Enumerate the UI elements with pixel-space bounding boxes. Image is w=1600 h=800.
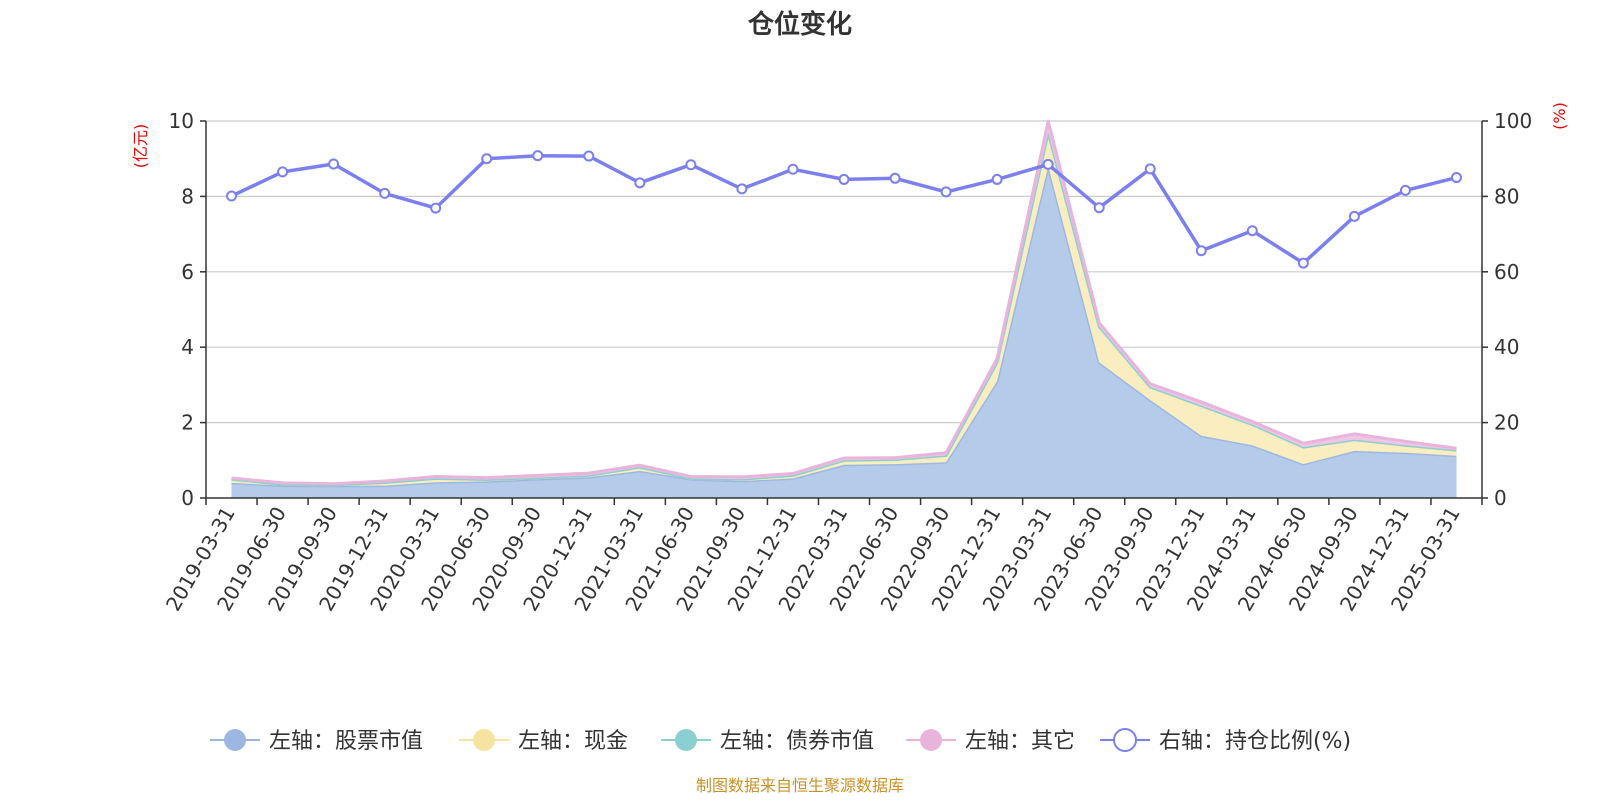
ratio-point <box>379 187 391 199</box>
data-source-note: 制图数据来自恒生聚源数据库 <box>696 776 904 795</box>
left-axis-tick-label: 0 <box>181 486 194 510</box>
ratio-point <box>787 163 799 175</box>
ratio-point <box>1348 210 1360 222</box>
right-axis-tick-label: 40 <box>1494 335 1519 359</box>
ratio-point <box>991 173 1003 185</box>
ratio-point <box>481 153 493 165</box>
legend-label: 右轴：持仓比例(%) <box>1159 729 1351 754</box>
legend-item-4[interactable]: 右轴：持仓比例(%) <box>1100 728 1351 754</box>
legend-marker-icon <box>224 729 246 751</box>
legend-item-0[interactable]: 左轴：股票市值 <box>210 729 423 754</box>
legend-label: 左轴：现金 <box>518 729 628 754</box>
legend-item-2[interactable]: 左轴：债券市值 <box>661 729 874 754</box>
area-fill-1 <box>231 132 1457 486</box>
ratio-point <box>328 158 340 170</box>
right-axis-unit: (%) <box>1550 102 1569 130</box>
right-axis-tick-label: 60 <box>1494 260 1519 284</box>
area-edge-3 <box>231 119 1457 486</box>
legend-item-3[interactable]: 左轴：其它 <box>906 729 1075 754</box>
ratio-point <box>685 159 697 171</box>
right-axis-tick-label: 0 <box>1494 486 1507 510</box>
ratio-point <box>1144 163 1156 175</box>
ratio-point <box>889 172 901 184</box>
chart-title: 仓位变化 <box>747 9 852 40</box>
ratio-line <box>230 153 1457 265</box>
right-axis-tick-label: 20 <box>1494 411 1519 435</box>
ratio-point <box>736 183 748 195</box>
right-axis-tick-label: 100 <box>1494 109 1532 133</box>
legend-marker-icon <box>920 729 942 751</box>
left-axis-tick-label: 8 <box>181 184 194 208</box>
ratio-point <box>838 173 850 185</box>
ratio-point <box>1093 202 1105 214</box>
left-axis-unit: (亿元) <box>131 124 150 169</box>
left-axis-tick-label: 4 <box>181 335 194 359</box>
ratio-point <box>634 177 646 189</box>
ratio-point <box>430 202 442 214</box>
legend-item-1[interactable]: 左轴：现金 <box>459 729 628 754</box>
legend-marker-icon <box>473 729 495 751</box>
legend-label: 左轴：其它 <box>965 729 1075 754</box>
legend-label: 左轴：股票市值 <box>269 729 423 754</box>
ratio-point <box>532 150 544 162</box>
left-axis-tick-label: 2 <box>181 411 194 435</box>
ratio-point <box>1450 172 1462 184</box>
left-axis-tick-label: 6 <box>181 260 194 284</box>
ratio-point <box>1399 184 1411 196</box>
position-ratio-line-layer <box>226 150 1462 269</box>
stacked-area-layer <box>231 119 1457 498</box>
left-axis-tick-label: 10 <box>169 109 194 133</box>
grid-lines <box>206 120 1482 424</box>
ratio-point <box>226 190 238 202</box>
legend-label: 左轴：债券市值 <box>720 729 874 754</box>
right-axis-tick-label: 80 <box>1494 184 1519 208</box>
legend: 左轴：股票市值 左轴：现金 左轴：债券市值 左轴：其它 右轴：持仓比例(%) <box>210 728 1351 754</box>
ratio-point <box>1246 225 1258 237</box>
ratio-point <box>1297 257 1309 269</box>
ratio-point <box>583 150 595 162</box>
ratio-point <box>1042 158 1054 170</box>
legend-marker-icon <box>675 729 697 751</box>
ratio-point <box>1195 245 1207 257</box>
legend-marker-icon <box>1113 728 1137 752</box>
ratio-point <box>277 166 289 178</box>
ratio-point <box>940 186 952 198</box>
area-fill-0 <box>231 166 1457 498</box>
